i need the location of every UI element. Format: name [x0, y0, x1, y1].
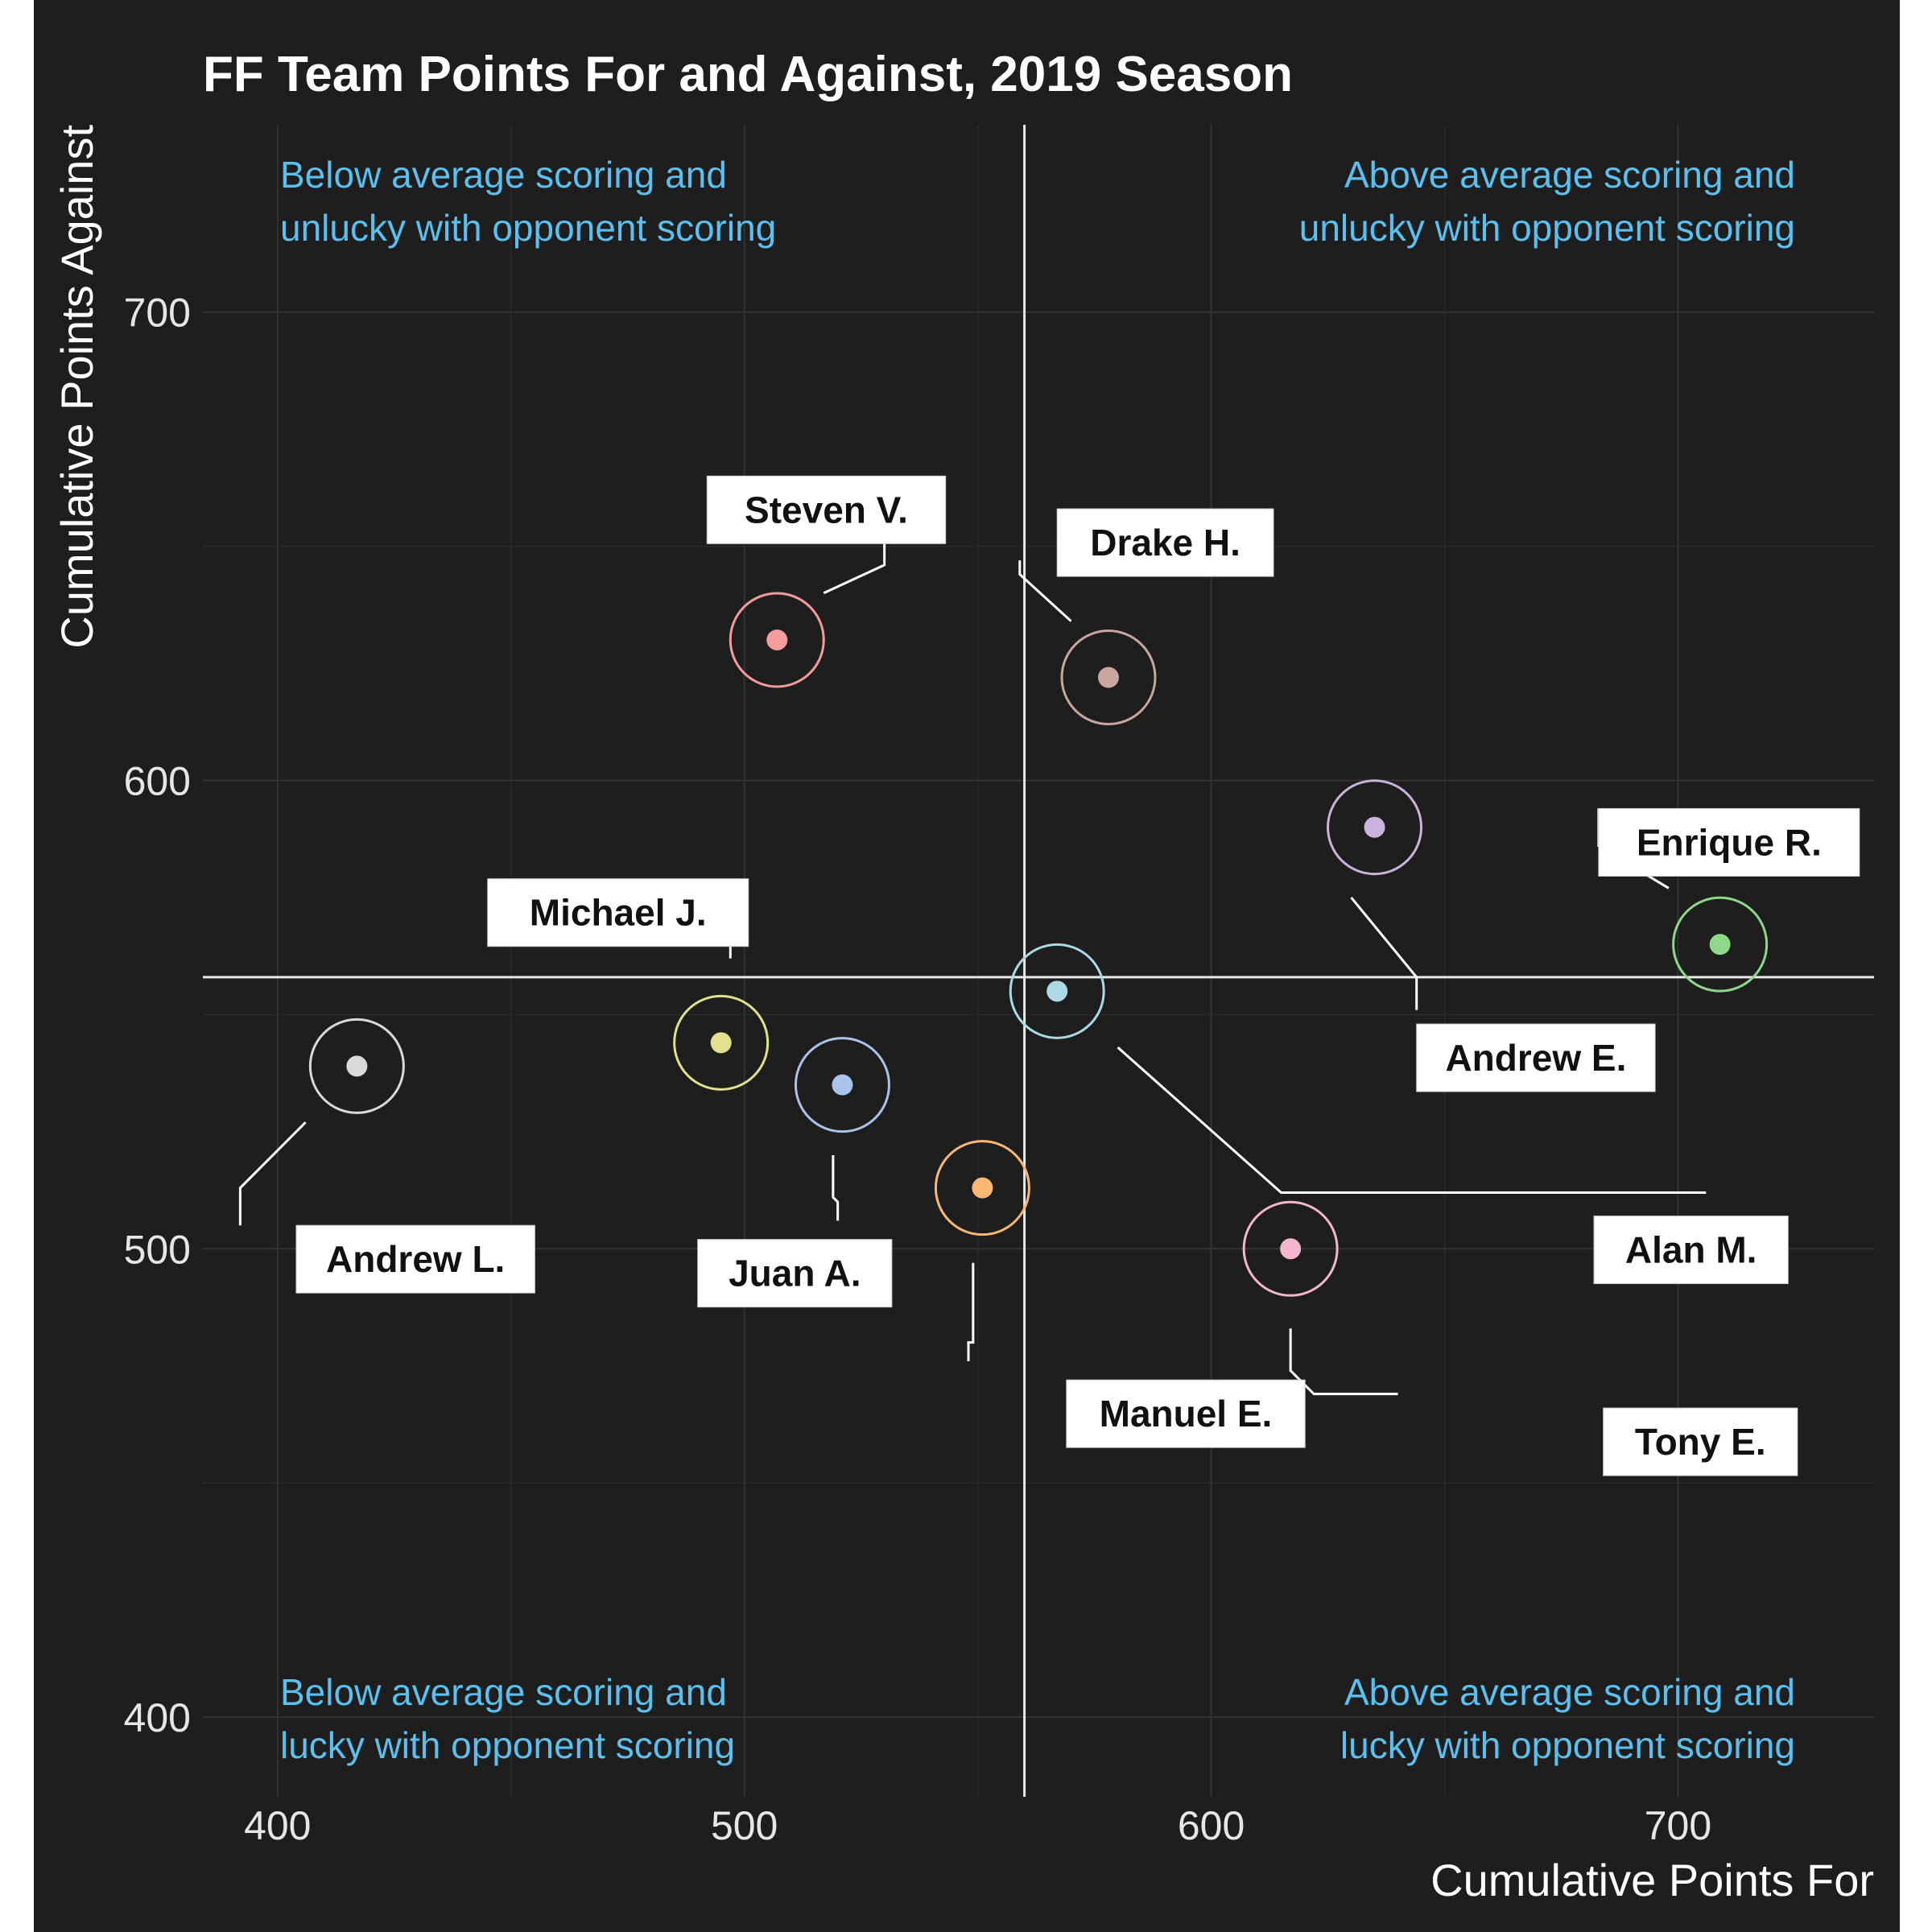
point-dot	[832, 1074, 853, 1096]
label-text: Tony E.	[1635, 1421, 1766, 1463]
y-axis-ticks: 400 500 600 700	[124, 291, 191, 1740]
label-box	[1603, 1407, 1798, 1476]
point-dot	[1709, 934, 1731, 956]
label-box	[706, 475, 947, 544]
quadrant-annotations: Below average scoring and unlucky with op…	[280, 154, 1795, 1766]
y-tick-label: 600	[124, 759, 191, 804]
point-label: Steven V.	[706, 475, 947, 544]
leader-line	[832, 1154, 840, 1221]
annotation-line: lucky with opponent scoring	[1340, 1724, 1795, 1766]
point-label: Andrew L.	[295, 1224, 535, 1294]
point-ring	[1327, 779, 1423, 876]
label-box	[1598, 807, 1860, 877]
x-axis-ticks: 400 500 600 700	[244, 1803, 1711, 1848]
point-ring	[934, 1140, 1030, 1236]
minor-grid	[203, 125, 1874, 1797]
label-text: Manuel E.	[1100, 1393, 1273, 1435]
quadrant-annotation: Above average scoring and lucky with oppo…	[1340, 1671, 1795, 1766]
point-label: Michael J.	[487, 878, 749, 947]
annotation-line: Below average scoring and	[280, 1671, 727, 1713]
label-box	[1056, 508, 1274, 577]
point-ring	[1060, 630, 1157, 726]
label-text: Michael J.	[530, 892, 707, 934]
quadrant-annotation: Above average scoring and unlucky with op…	[1299, 154, 1795, 249]
point-ring	[1672, 896, 1769, 993]
quadrant-annotation: Below average scoring and unlucky with op…	[280, 154, 776, 249]
x-axis-label: Cumulative Points For	[1430, 1855, 1874, 1905]
label-text: Juan A.	[729, 1253, 861, 1294]
annotation-line: unlucky with opponent scoring	[280, 207, 776, 249]
label-box	[1593, 1216, 1789, 1285]
annotation-line: Above average scoring and	[1344, 154, 1795, 196]
label-text: Andrew E.	[1445, 1037, 1626, 1079]
x-tick-label: 700	[1645, 1803, 1711, 1848]
point-label: Juan A.	[697, 1239, 893, 1308]
label-box	[487, 878, 749, 947]
annotation-line: Above average scoring and	[1344, 1671, 1795, 1713]
point-label: Drake H.	[1056, 508, 1274, 577]
point-label: Andrew E.	[1416, 1023, 1656, 1092]
point-dot	[1046, 980, 1068, 1002]
leader-line	[1350, 897, 1418, 1010]
reference-lines	[203, 125, 1874, 1797]
label-box	[1416, 1023, 1656, 1092]
quadrant-annotation: Below average scoring and lucky with oppo…	[280, 1671, 735, 1766]
leader-line	[967, 1262, 975, 1361]
label-box	[295, 1224, 535, 1294]
point-dot	[766, 629, 788, 650]
point-dot	[1280, 1238, 1302, 1260]
point-dot	[710, 1032, 732, 1054]
label-box	[1066, 1379, 1306, 1448]
y-tick-label: 500	[124, 1227, 191, 1272]
point-ring	[673, 994, 770, 1091]
point-ring	[1242, 1200, 1339, 1297]
major-grid	[203, 125, 1874, 1797]
point-ring	[729, 592, 825, 688]
y-axis-label: Cumulative Points Against	[52, 125, 102, 649]
leader-line	[1289, 1328, 1398, 1396]
y-tick-label: 400	[124, 1695, 191, 1740]
leader-line	[1018, 560, 1072, 622]
label-text: Steven V.	[745, 489, 908, 530]
annotation-line: unlucky with opponent scoring	[1299, 207, 1795, 249]
point-ring	[308, 1018, 405, 1114]
point-labels: Steven V. Drake H. Enrique R. Andrew E. Mich…	[295, 475, 1860, 1476]
point-label: Tony E.	[1603, 1407, 1798, 1476]
point-ring	[794, 1037, 890, 1133]
label-text: Andrew L.	[326, 1238, 505, 1280]
point-dot	[1097, 667, 1119, 688]
point-dot	[346, 1055, 368, 1077]
plot-background	[34, 0, 1900, 1932]
point-label: Manuel E.	[1066, 1379, 1306, 1448]
chart-title: FF Team Points For and Against, 2019 Sea…	[203, 47, 1293, 102]
x-tick-label: 500	[711, 1803, 778, 1848]
y-tick-label: 700	[124, 291, 191, 336]
point-dot	[972, 1177, 993, 1199]
label-text: Enrique R.	[1637, 821, 1822, 863]
label-text: Alan M.	[1625, 1229, 1757, 1271]
leader-line	[238, 1121, 307, 1226]
x-tick-label: 400	[244, 1803, 311, 1848]
annotation-line: Below average scoring and	[280, 154, 727, 196]
point-label: Enrique R.	[1598, 807, 1860, 877]
point-dot	[1364, 816, 1385, 838]
label-text: Drake H.	[1090, 522, 1241, 564]
leader-line	[1117, 1046, 1707, 1194]
annotation-line: lucky with opponent scoring	[280, 1724, 735, 1766]
x-tick-label: 600	[1178, 1803, 1245, 1848]
point-ring	[1009, 943, 1105, 1039]
point-label: Alan M.	[1593, 1216, 1789, 1285]
label-box	[697, 1239, 893, 1308]
data-points	[308, 592, 1769, 1297]
